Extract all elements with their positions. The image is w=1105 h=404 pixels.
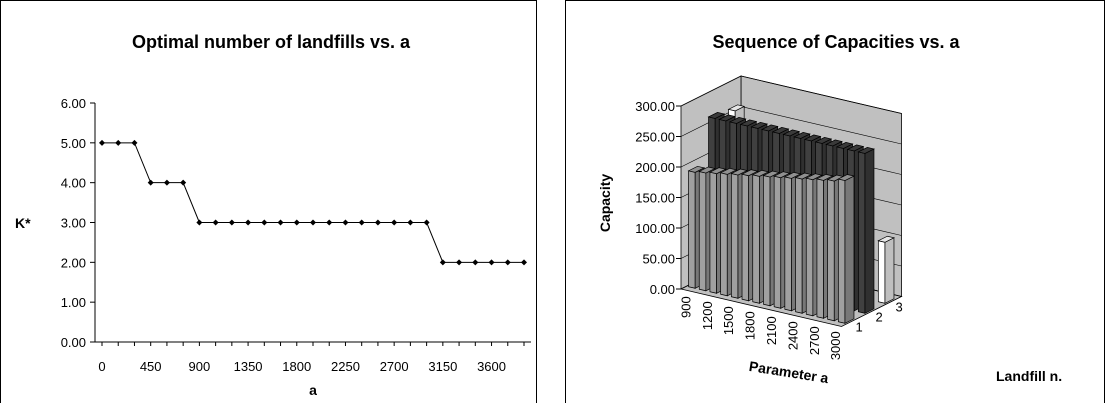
bar-front <box>689 171 696 288</box>
bar-front <box>838 179 845 323</box>
y-tick-label: 0.00 <box>650 282 675 297</box>
3d-column-chart: Sequence of Capacities vs. a 0.00 50.00 10… <box>566 1 1105 404</box>
y-tick-label: 2.00 <box>61 255 86 270</box>
z-tick-label: 2 <box>876 310 883 325</box>
bar-front <box>721 173 728 296</box>
bar-side <box>885 238 894 304</box>
data-point-marker <box>261 220 267 226</box>
bar-series-1 <box>838 174 854 323</box>
data-point-marker <box>180 180 186 186</box>
y-tick-label: 150.00 <box>635 191 675 206</box>
bar-side <box>845 176 854 323</box>
bar-front <box>699 171 706 290</box>
data-point-marker <box>505 259 511 265</box>
x-tick-label: 2700 <box>380 359 409 374</box>
x-axis-label: a <box>309 382 317 398</box>
bar-front <box>742 174 749 301</box>
bar-front <box>858 152 865 313</box>
bar-front <box>731 174 738 299</box>
x-tick-label: 1200 <box>700 301 715 330</box>
data-point-marker <box>342 220 348 226</box>
data-point-marker <box>521 259 527 265</box>
x-tick-label: 900 <box>189 359 211 374</box>
x-tick-label: 1800 <box>282 359 311 374</box>
series-line <box>102 143 524 263</box>
data-point-marker <box>310 220 316 226</box>
y-tick-label: 4.00 <box>61 176 86 191</box>
bar-front <box>796 178 803 314</box>
x-tick-label: 3600 <box>477 359 506 374</box>
y-tick-label: 250.00 <box>635 130 675 145</box>
data-point-marker <box>213 220 219 226</box>
y-tick-label: 6.00 <box>61 96 86 111</box>
data-point-marker <box>391 220 397 226</box>
y-axis-label: Capacity <box>597 174 613 233</box>
y-tick-label: 50.00 <box>642 252 675 267</box>
chart-panel-left: Optimal number of landfills vs. a K* a 0… <box>0 0 537 403</box>
y-tick-label: 0.00 <box>61 335 86 350</box>
y-axis-label: K* <box>15 215 31 231</box>
bar-front <box>753 175 760 303</box>
bar-front <box>785 177 792 311</box>
x-tick-label: 1350 <box>234 359 263 374</box>
x-tick-label: 900 <box>678 296 693 318</box>
data-point-marker <box>440 259 446 265</box>
data-point-marker <box>489 259 495 265</box>
x-tick-label: 2100 <box>764 316 779 345</box>
bar-front <box>828 180 835 321</box>
data-point-marker <box>131 140 137 146</box>
bar-front <box>763 176 770 306</box>
bar-series-2 <box>858 147 874 313</box>
bar-front <box>817 179 824 318</box>
data-point-marker <box>407 220 413 226</box>
y-tick-label: 300.00 <box>635 99 675 114</box>
x-tick-label: 1800 <box>743 311 758 340</box>
data-point-marker <box>196 220 202 226</box>
bar-front <box>806 178 813 316</box>
bar-front <box>878 241 885 304</box>
data-point-marker <box>456 259 462 265</box>
data-point-marker <box>229 220 235 226</box>
x-tick-label: 0 <box>98 359 105 374</box>
bar-front <box>774 176 781 308</box>
y-tick-label: 100.00 <box>635 221 675 236</box>
y-tick-label: 200.00 <box>635 160 675 175</box>
x-tick-label: 450 <box>140 359 162 374</box>
chart-title: Optimal number of landfills vs. a <box>132 32 411 52</box>
x-tick-label: 1500 <box>721 306 736 335</box>
bar-side <box>865 149 874 313</box>
x-tick-label: 3150 <box>428 359 457 374</box>
y-tick-label: 5.00 <box>61 136 86 151</box>
x-tick-label: 2700 <box>807 326 822 355</box>
chart-title: Sequence of Capacities vs. a <box>712 32 960 52</box>
x-tick-label: 2400 <box>785 321 800 350</box>
data-point-marker <box>99 140 105 146</box>
y-tick-label: 1.00 <box>61 295 86 310</box>
z-axis-label: Landfill n. <box>996 368 1062 384</box>
bar-series-3 <box>878 236 894 303</box>
data-point-marker <box>424 220 430 226</box>
data-point-marker <box>278 220 284 226</box>
data-point-marker <box>164 180 170 186</box>
y-tick-label: 3.00 <box>61 216 86 231</box>
line-chart: Optimal number of landfills vs. a K* a 0… <box>1 1 538 404</box>
data-point-marker <box>359 220 365 226</box>
x-tick-label: 3000 <box>828 331 843 360</box>
chart-panel-right: Sequence of Capacities vs. a 0.00 50.00 10… <box>565 0 1105 403</box>
data-point-marker <box>148 180 154 186</box>
z-tick-label: 3 <box>896 300 903 315</box>
data-point-marker <box>115 140 121 146</box>
x-tick-label: 2250 <box>331 359 360 374</box>
data-point-marker <box>245 220 251 226</box>
bar-front <box>710 172 717 293</box>
data-point-marker <box>294 220 300 226</box>
data-point-marker <box>375 220 381 226</box>
data-point-marker <box>326 220 332 226</box>
data-point-marker <box>472 259 478 265</box>
x-axis-label: Parameter a <box>748 358 830 386</box>
z-tick-label: 1 <box>856 320 863 335</box>
